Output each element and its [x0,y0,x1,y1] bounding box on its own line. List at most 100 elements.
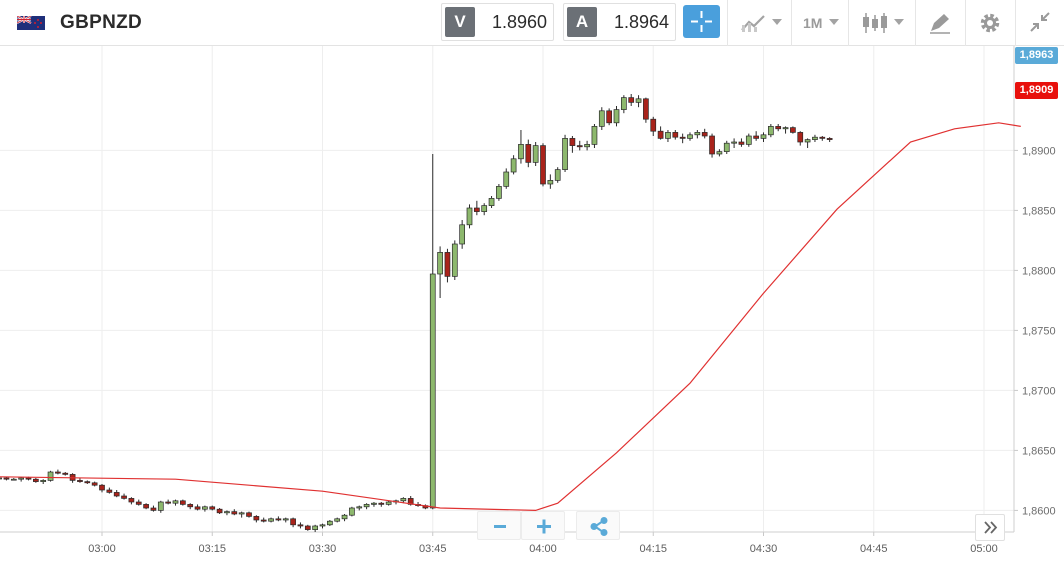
candle-down [216,508,223,514]
candle-down [826,138,833,140]
candle-down [32,478,39,482]
candle-down [246,512,252,517]
candle-down [253,516,260,521]
candle-up [40,480,47,482]
candle-down [569,138,576,146]
share-icon [590,517,608,536]
candle-up [782,127,789,130]
candle-down [738,141,745,145]
candle-up [503,171,510,187]
candle-down [701,132,708,137]
candle-down [91,482,98,486]
chart-type-button[interactable] [728,0,791,46]
candle-down [165,501,171,504]
toolbar-divider [727,0,728,46]
candle-up [319,524,326,527]
timeframe-button[interactable]: 1M [792,0,848,46]
candle-up [157,501,164,511]
candle-up [731,141,737,144]
candle-down [650,118,657,132]
buy-quote-value: 1.8964 [613,12,669,32]
candle-down [180,500,186,505]
candle-down [525,144,532,163]
sell-quote-button[interactable]: V 1.8960 [441,3,554,41]
uk-nz-flag-icon [17,16,45,30]
crosshair-button[interactable] [683,5,720,38]
candle-down [62,472,69,475]
candle-up [687,134,693,139]
pencil-draw-icon [930,14,950,34]
candle-up [327,520,333,526]
candle-down [121,495,127,499]
candle-down [99,484,105,491]
candle-down [606,110,613,124]
toolbar-divider [791,0,792,46]
toolbar-divider [965,0,966,46]
candle-up [172,500,179,504]
chevron-down-icon [772,19,782,25]
share-button[interactable] [576,511,620,540]
toolbar-divider [915,0,916,46]
plus-icon [537,519,551,534]
buy-quote-button[interactable]: A 1.8964 [563,3,676,41]
candle-down [790,127,796,133]
candle-down [775,126,782,130]
toolbar-divider [848,0,849,46]
candle-down [709,135,715,155]
candle-down [297,524,304,527]
candle-down [55,471,61,474]
candlestick-icon [863,13,887,33]
draw-tools-button[interactable] [916,0,965,46]
candle-down [576,145,583,148]
collapse-button[interactable] [1016,0,1064,46]
candlestick-chart[interactable]: 1,8600 1,8650 1,8700 1,8750 1,8800 1,8850 1,89… [0,46,1064,561]
candle-up [812,136,818,140]
candle-up [429,273,436,509]
settings-button[interactable] [966,0,1015,46]
collapse-arrows-icon [1030,12,1050,32]
scroll-right-button[interactable] [975,514,1005,541]
candle-up [496,186,502,199]
candle-down [25,477,32,480]
candle-down [304,525,311,530]
candle-style-button[interactable] [849,0,915,46]
zoom-in-button[interactable] [521,511,565,540]
candle-down [231,511,238,515]
candle-up [47,471,54,481]
candle-up [554,169,561,181]
candle-up [613,109,620,124]
double-chevron-right-icon [984,521,998,534]
candle-up [562,138,568,170]
candle-up [745,135,752,145]
candle-up [334,518,341,522]
y-tick-label: 1,8850 [1022,205,1056,217]
zoom-out-button[interactable] [477,511,521,540]
buy-quote-letter: A [567,7,597,37]
chart-area[interactable]: 1,8600 1,8650 1,8700 1,8750 1,8800 1,8850 1,89… [0,46,1064,561]
chevron-down-icon [829,19,839,25]
candle-up [598,110,605,127]
candle-up [363,504,370,508]
candle-down [209,506,216,510]
candle-up [437,252,443,275]
candle-down [290,518,296,526]
candle-up [760,134,767,139]
candle-up [547,180,554,185]
candle-up [518,144,524,160]
candle-up [349,507,355,516]
candle-down [260,519,267,522]
candle-up [481,205,488,212]
y-tick-label: 1,8700 [1022,385,1056,397]
candle-up [591,126,598,145]
candle-down [378,502,385,505]
candle-down [194,506,201,510]
y-tick-label: 1,8900 [1022,145,1056,157]
y-tick-label: 1,8750 [1022,325,1056,337]
candle-down [753,135,760,139]
chart-toolbar: GBPNZD V 1.8960 A 1.8964 1M [0,0,1064,46]
candle-down [444,252,451,277]
x-tick-label: 03:00 [88,543,116,555]
gear-icon [980,13,1000,33]
candle-down [643,98,649,120]
candle-down [135,501,142,505]
